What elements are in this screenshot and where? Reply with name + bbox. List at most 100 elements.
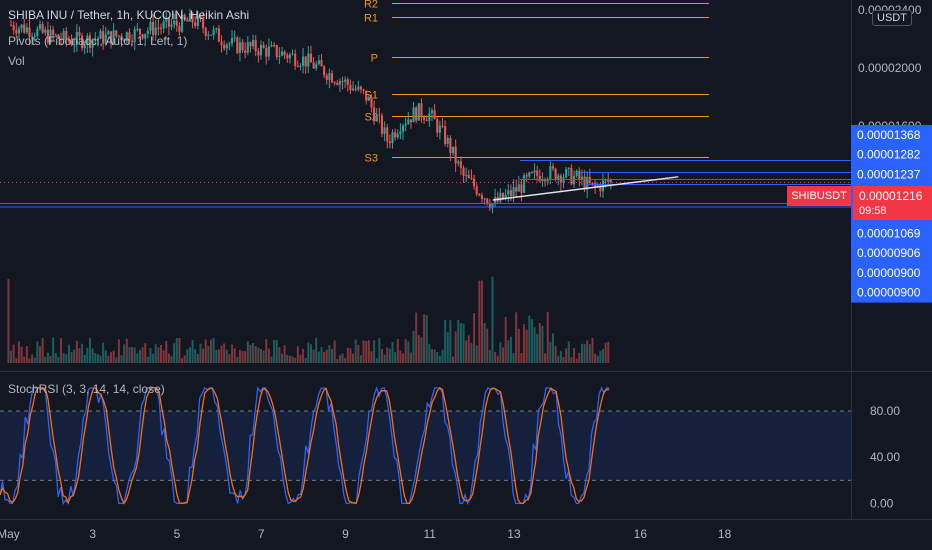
pivots-indicator-label[interactable]: Pivots (Fibonacci, Auto, 1, Left, 1) bbox=[8, 34, 188, 48]
candle-body bbox=[407, 119, 410, 124]
currency-badge[interactable]: USDT bbox=[872, 10, 912, 26]
volume-bar bbox=[138, 350, 141, 363]
volume-bar bbox=[81, 343, 84, 363]
volume-bar bbox=[128, 347, 131, 363]
volume-bar bbox=[244, 351, 247, 363]
volume-bar bbox=[388, 348, 391, 363]
time-tick-label: 13 bbox=[507, 527, 521, 541]
pivot-label: R2 bbox=[364, 0, 378, 11]
volume-bar bbox=[25, 346, 28, 363]
volume-bar bbox=[275, 339, 278, 363]
volume-bar bbox=[94, 353, 97, 363]
volume-bar bbox=[254, 346, 257, 363]
candle-body bbox=[38, 24, 42, 29]
volume-bar bbox=[65, 354, 68, 363]
volume-bar bbox=[286, 354, 289, 363]
candle-body bbox=[31, 36, 34, 38]
candle-body bbox=[273, 45, 276, 47]
candle-body bbox=[401, 125, 405, 132]
candle-body bbox=[352, 88, 355, 91]
volume-bar bbox=[291, 356, 294, 363]
candle-body bbox=[544, 179, 547, 182]
candle-body bbox=[109, 31, 113, 44]
candle-body bbox=[541, 179, 544, 182]
candle-body bbox=[159, 27, 163, 29]
candle-body bbox=[91, 40, 94, 48]
volume-bar bbox=[551, 333, 554, 363]
candle-body bbox=[238, 42, 241, 53]
volume-bar bbox=[207, 345, 210, 363]
candle-body bbox=[480, 194, 484, 199]
volume-bar bbox=[444, 320, 447, 363]
candle-body bbox=[178, 25, 181, 32]
volume-bar bbox=[465, 340, 468, 363]
volume-bar bbox=[281, 353, 284, 363]
candle-body bbox=[96, 38, 99, 40]
candle-body bbox=[162, 21, 165, 29]
volume-bar bbox=[262, 350, 265, 363]
candle-body bbox=[33, 36, 36, 38]
candle-body bbox=[41, 24, 44, 33]
volume-bar bbox=[204, 339, 207, 363]
candle-body bbox=[286, 54, 289, 59]
candle-body bbox=[254, 40, 257, 52]
volume-bar bbox=[375, 358, 378, 363]
candle-body bbox=[46, 29, 49, 43]
volume-bar bbox=[546, 312, 549, 363]
volume-bar bbox=[328, 345, 331, 363]
candle-body bbox=[412, 107, 415, 123]
volume-bar bbox=[601, 349, 604, 363]
candle-body bbox=[333, 82, 336, 84]
volume-bar bbox=[173, 343, 176, 363]
volume-bar bbox=[399, 350, 402, 363]
candle-body bbox=[10, 24, 13, 26]
volume-bar bbox=[325, 349, 328, 363]
candle-body bbox=[154, 27, 157, 35]
candle-body bbox=[383, 127, 386, 134]
volume-bar bbox=[362, 340, 365, 363]
volume-bar bbox=[578, 353, 581, 363]
volume-bar bbox=[133, 347, 136, 363]
volume-bar bbox=[404, 339, 407, 363]
volume-bar bbox=[246, 341, 249, 363]
volume-bar bbox=[488, 349, 491, 363]
volume-bar bbox=[588, 344, 591, 363]
volume-bar bbox=[225, 349, 228, 363]
candle-body bbox=[23, 24, 26, 33]
volume-indicator-label[interactable]: Vol bbox=[8, 54, 25, 68]
stochrsi-indicator-label[interactable]: StochRSI (3, 3, 14, 14, close) bbox=[8, 382, 165, 396]
candle-body bbox=[565, 168, 568, 178]
level-price-box bbox=[851, 243, 932, 264]
volume-bar bbox=[509, 336, 512, 363]
volume-bar bbox=[257, 347, 260, 363]
candle-body bbox=[149, 21, 152, 31]
candle-body bbox=[444, 126, 447, 145]
level-price-label: 0.00000900 bbox=[857, 286, 921, 300]
candle-body bbox=[115, 30, 118, 36]
volume-bar bbox=[386, 347, 389, 363]
volume-bar bbox=[196, 354, 199, 363]
candle-body bbox=[572, 176, 576, 185]
volume-bar bbox=[383, 354, 386, 363]
level-price-label: 0.00001368 bbox=[857, 128, 921, 142]
candle-body bbox=[136, 28, 139, 30]
volume-bar bbox=[202, 348, 205, 363]
candle-body bbox=[507, 190, 510, 195]
candle-body bbox=[399, 131, 402, 134]
volume-bar bbox=[17, 341, 20, 363]
volume-bar bbox=[486, 328, 489, 363]
candle-body bbox=[349, 84, 352, 91]
volume-bar bbox=[457, 319, 460, 363]
volume-bar bbox=[357, 344, 360, 363]
candle-body bbox=[330, 73, 334, 83]
chart-title: SHIBA INU / Tether, 1h, KUCOIN, Heikin A… bbox=[8, 8, 250, 22]
candle-body bbox=[420, 103, 423, 118]
volume-bar bbox=[380, 348, 383, 363]
candle-body bbox=[183, 14, 186, 20]
volume-bar bbox=[15, 358, 18, 363]
volume-bar bbox=[346, 347, 349, 363]
volume-bar bbox=[241, 350, 244, 363]
candle-body bbox=[515, 187, 518, 192]
volume-bar bbox=[520, 353, 523, 363]
